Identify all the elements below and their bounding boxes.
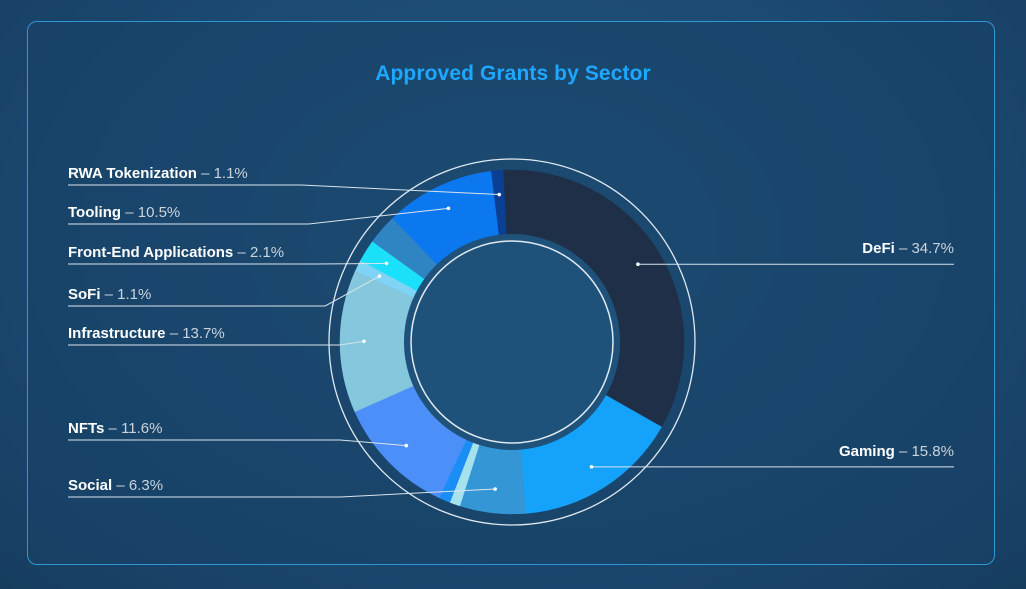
label-name-nfts: NFTs bbox=[68, 420, 104, 437]
leader-line-tooling bbox=[68, 207, 449, 225]
label-value-defi: – 34.7% bbox=[895, 240, 954, 257]
label-tooling: Tooling – 10.5% bbox=[68, 204, 180, 221]
label-value-tooling: – 10.5% bbox=[121, 204, 180, 221]
outer-ring bbox=[328, 158, 696, 526]
label-name-gaming: Gaming bbox=[839, 443, 895, 460]
leader-dot-front-end-applications bbox=[384, 261, 389, 266]
leader-line-infrastructure bbox=[68, 340, 365, 346]
inner-ring bbox=[410, 240, 614, 444]
leader-line-rwa-tokenization bbox=[68, 184, 500, 196]
leader-line-sofi bbox=[68, 275, 380, 307]
label-nfts: NFTs – 11.6% bbox=[68, 420, 163, 437]
donut-hole bbox=[404, 234, 620, 450]
leader-dot-infrastructure bbox=[362, 339, 366, 344]
leader-dot-social bbox=[493, 487, 497, 491]
leader-dot-rwa-tokenization bbox=[497, 192, 502, 197]
leader-line-nfts bbox=[68, 439, 407, 447]
label-name-defi: DeFi bbox=[862, 240, 895, 257]
label-value-nfts: – 11.6% bbox=[104, 420, 162, 437]
leader-dot-defi bbox=[636, 262, 640, 267]
label-name-front-end-applications: Front-End Applications bbox=[68, 244, 233, 261]
label-name-rwa-tokenization: RWA Tokenization bbox=[68, 165, 197, 182]
label-value-social: – 6.3% bbox=[112, 477, 163, 494]
label-value-rwa-tokenization: – 1.1% bbox=[197, 165, 248, 182]
leader-dot-sofi bbox=[377, 274, 382, 278]
label-defi: DeFi – 34.7% bbox=[862, 240, 954, 257]
label-front-end-applications: Front-End Applications – 2.1% bbox=[68, 244, 284, 261]
leader-dot-gaming bbox=[589, 465, 594, 469]
label-value-sofi: – 1.1% bbox=[101, 286, 152, 303]
label-name-infrastructure: Infrastructure bbox=[68, 325, 166, 342]
label-name-sofi: SoFi bbox=[68, 286, 101, 303]
label-value-front-end-applications: – 2.1% bbox=[233, 244, 284, 261]
leader-line-social bbox=[68, 488, 496, 498]
label-name-social: Social bbox=[68, 477, 112, 494]
label-value-infrastructure: – 13.7% bbox=[166, 325, 225, 342]
label-sofi: SoFi – 1.1% bbox=[68, 286, 151, 303]
label-social: Social – 6.3% bbox=[68, 477, 163, 494]
leader-dot-tooling bbox=[446, 206, 451, 211]
label-name-tooling: Tooling bbox=[68, 204, 121, 221]
chart-title: Approved Grants by Sector bbox=[375, 62, 651, 85]
label-value-gaming: – 15.8% bbox=[895, 443, 954, 460]
leader-dot-nfts bbox=[404, 443, 409, 448]
label-gaming: Gaming – 15.8% bbox=[839, 443, 954, 460]
leader-line-front-end-applications bbox=[68, 262, 387, 265]
label-infrastructure: Infrastructure – 13.7% bbox=[68, 325, 225, 342]
label-rwa-tokenization: RWA Tokenization – 1.1% bbox=[68, 165, 248, 182]
